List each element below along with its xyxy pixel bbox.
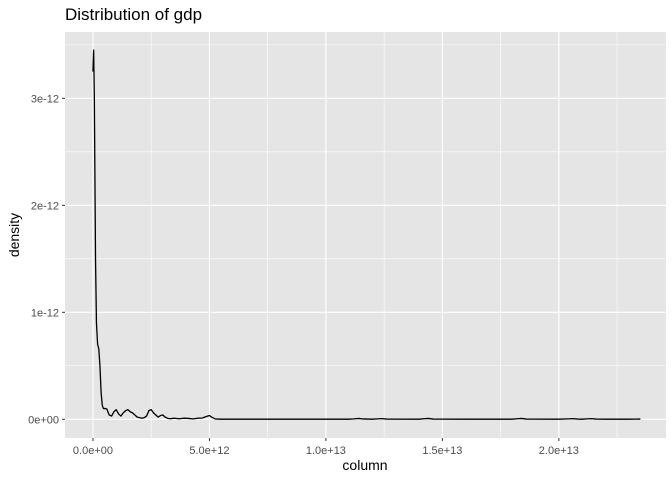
minor-gridlines <box>65 32 666 438</box>
y-axis-title: density <box>6 213 22 257</box>
x-tick-label: 1.0e+13 <box>306 445 346 457</box>
density-series <box>92 49 641 420</box>
chart-title: Distribution of gdp <box>65 5 202 24</box>
y-axis-ticks: 0e+00 1e-12 2e-12 3e-12 <box>28 93 65 426</box>
x-tick-label: 0.0e+00 <box>73 445 113 457</box>
density-line <box>92 49 641 420</box>
x-tick-label: 2.0e+13 <box>539 445 579 457</box>
x-tick-label: 1.5e+13 <box>422 445 462 457</box>
y-tick-label: 0e+00 <box>28 414 59 426</box>
y-tick-label: 1e-12 <box>31 307 59 319</box>
x-axis-title: column <box>342 457 387 473</box>
x-tick-label: 5.0e+12 <box>189 445 229 457</box>
x-axis-ticks: 0.0e+00 5.0e+12 1.0e+13 1.5e+13 2.0e+13 <box>73 438 579 457</box>
plot-panel <box>65 32 666 438</box>
y-tick-label: 2e-12 <box>31 200 59 212</box>
y-tick-label: 3e-12 <box>31 93 59 105</box>
